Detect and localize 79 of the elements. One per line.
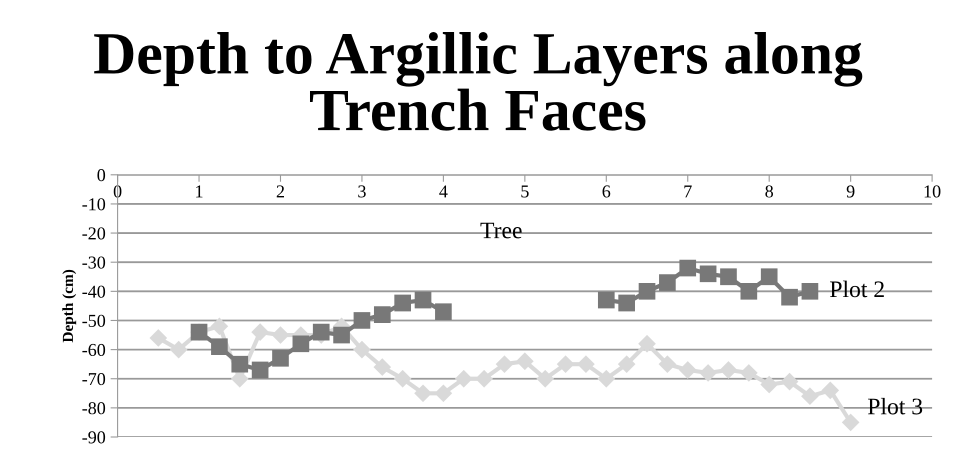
point — [781, 288, 798, 306]
y-tick-label: -40 — [82, 286, 106, 298]
point — [394, 294, 411, 312]
x-tick-label: 1 — [196, 185, 202, 198]
x-tick-label: 4 — [439, 185, 448, 198]
y-tick-label: -60 — [82, 344, 106, 356]
y-tick-label: -30 — [82, 256, 106, 269]
x-tick-label: 3 — [358, 185, 366, 198]
point — [618, 294, 635, 312]
point — [496, 356, 514, 373]
x-tick-label: 5 — [521, 186, 529, 198]
point — [170, 341, 188, 358]
y-tick-label: 0 — [97, 169, 106, 182]
x-tick-label: 10 — [924, 185, 940, 198]
point — [700, 364, 717, 382]
point — [679, 361, 696, 379]
point — [801, 388, 818, 405]
point — [638, 283, 656, 300]
point — [292, 335, 310, 352]
point — [374, 358, 391, 376]
point — [210, 318, 228, 335]
x-tick-label: 6 — [602, 185, 610, 198]
point — [434, 384, 452, 402]
point — [740, 283, 758, 300]
point — [394, 370, 412, 388]
point — [598, 370, 615, 388]
point — [150, 329, 167, 346]
point — [720, 361, 738, 379]
y-tick-label: -70 — [82, 372, 106, 386]
point — [516, 352, 534, 370]
point — [353, 341, 370, 358]
series-label: Plot 3 — [868, 398, 922, 414]
point — [638, 335, 656, 352]
point — [354, 312, 370, 329]
point — [252, 324, 269, 341]
point — [211, 338, 228, 356]
point — [231, 356, 248, 372]
point — [272, 326, 290, 344]
point — [740, 364, 758, 382]
point — [658, 356, 676, 373]
point — [659, 274, 676, 291]
point — [374, 306, 391, 323]
point — [557, 356, 574, 373]
point — [679, 260, 696, 276]
point — [312, 324, 330, 340]
point — [618, 356, 636, 373]
annotation: Tree — [480, 222, 522, 238]
x-tick-label: 9 — [846, 185, 854, 198]
y-tick-label: -20 — [82, 227, 106, 240]
point — [781, 373, 798, 390]
point — [720, 268, 737, 286]
x-tick-label: 0 — [114, 185, 122, 198]
point — [598, 292, 615, 308]
y-axis-title: Depth (cm) — [62, 270, 76, 342]
y-tick-label: -50 — [82, 314, 106, 327]
series-label: Plot 2 — [830, 280, 884, 298]
point — [802, 283, 818, 300]
x-tick-label: 8 — [765, 185, 774, 198]
point — [842, 414, 860, 431]
point — [435, 303, 452, 320]
chart-title: Depth to Argillic Layers along Trench Faces — [94, 32, 862, 131]
point — [455, 370, 472, 388]
x-tick-label: 7 — [684, 186, 692, 198]
point — [822, 382, 839, 399]
point — [760, 376, 778, 394]
y-tick-label: -10 — [82, 198, 106, 210]
y-tick-label: -80 — [82, 402, 106, 414]
point — [536, 370, 554, 388]
point — [414, 292, 432, 308]
point — [272, 350, 289, 367]
point — [252, 362, 268, 378]
point — [476, 370, 493, 388]
point — [760, 268, 778, 286]
point — [414, 384, 432, 402]
point — [333, 326, 350, 344]
y-tick-label: -90 — [82, 431, 106, 444]
x-tick-label: 2 — [276, 185, 284, 198]
point — [700, 266, 716, 282]
point — [577, 356, 594, 373]
